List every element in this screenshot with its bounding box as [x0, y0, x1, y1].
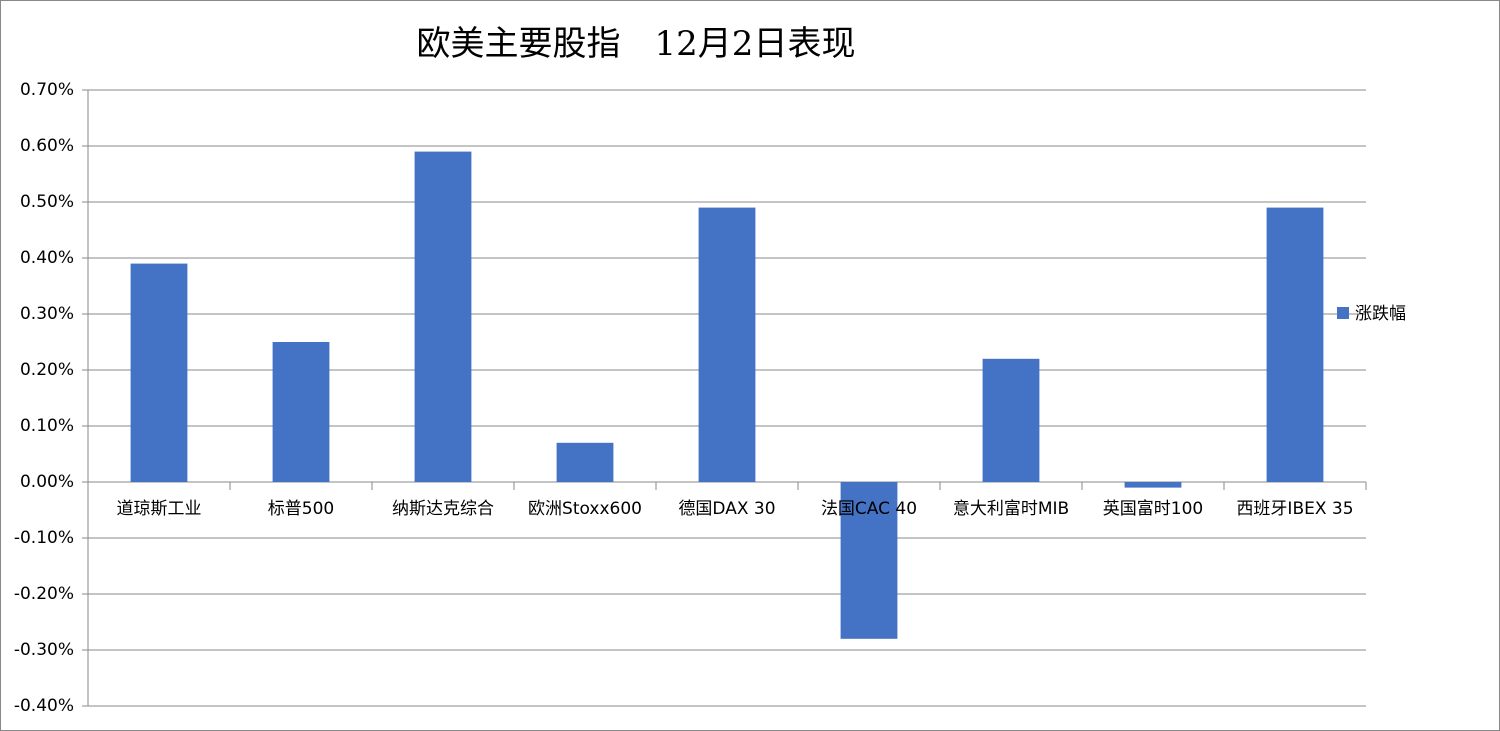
- bar: [698, 207, 756, 482]
- bar: [840, 482, 898, 639]
- y-tick-label: 0.40%: [20, 248, 74, 268]
- y-tick-label: -0.20%: [14, 584, 74, 604]
- x-tick-label: 法国CAC 40: [821, 499, 917, 519]
- x-tick-label: 意大利富时MIB: [953, 499, 1069, 519]
- y-tick-label: -0.30%: [14, 640, 74, 660]
- y-tick-label: -0.10%: [14, 528, 74, 548]
- bar: [982, 358, 1040, 482]
- bar: [414, 151, 472, 482]
- x-tick-label: 道琼斯工业: [117, 499, 202, 519]
- x-tick-label: 欧洲Stoxx600: [528, 499, 642, 519]
- bar: [272, 342, 330, 482]
- bar: [556, 442, 614, 482]
- x-tick-label: 纳斯达克综合: [392, 499, 494, 519]
- bar: [1266, 207, 1324, 482]
- y-tick-label: 0.20%: [20, 360, 74, 380]
- y-tick-label: 0.70%: [20, 80, 74, 100]
- bar: [1124, 482, 1182, 488]
- bar: [130, 263, 188, 482]
- chart-title: 欧美主要股指 12月2日表现: [417, 24, 856, 64]
- x-tick-label: 德国DAX 30: [678, 499, 775, 519]
- y-tick-label: 0.00%: [20, 472, 74, 492]
- x-tick-label: 标普500: [268, 499, 334, 519]
- legend-swatch: [1337, 307, 1349, 319]
- y-tick-label: 0.10%: [20, 416, 74, 436]
- y-tick-label: -0.40%: [14, 696, 74, 716]
- y-tick-label: 0.60%: [20, 136, 74, 156]
- y-tick-label: 0.30%: [20, 304, 74, 324]
- y-tick-label: 0.50%: [20, 192, 74, 212]
- x-tick-label: 英国富时100: [1103, 499, 1203, 519]
- legend-label: 涨跌幅: [1355, 304, 1406, 324]
- x-tick-label: 西班牙IBEX 35: [1236, 499, 1353, 519]
